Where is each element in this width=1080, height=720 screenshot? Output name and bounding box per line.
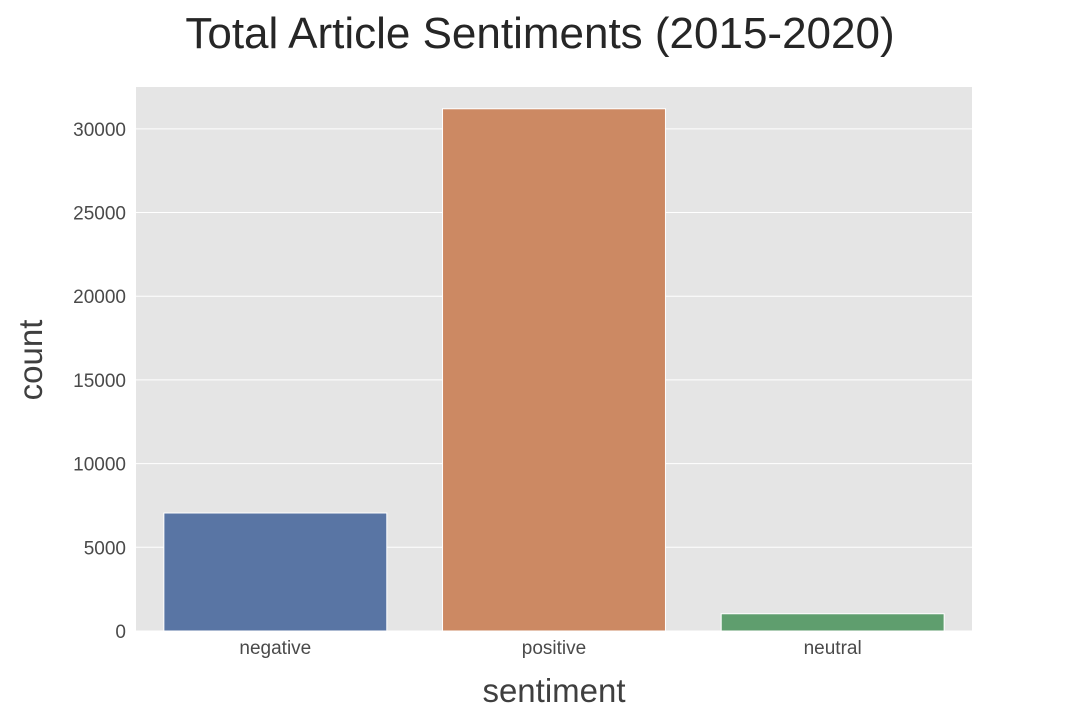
x-axis-label: sentiment xyxy=(482,672,625,709)
y-tick-label: 20000 xyxy=(73,287,126,308)
bar-positive xyxy=(443,109,666,631)
y-axis-label: count xyxy=(12,320,49,401)
y-tick-label: 30000 xyxy=(73,120,126,141)
y-tick-label: 5000 xyxy=(84,538,126,559)
x-tick-label-neutral: neutral xyxy=(804,638,862,659)
y-tick-label: 25000 xyxy=(73,204,126,225)
chart-title: Total Article Sentiments (2015-2020) xyxy=(185,9,894,58)
y-tick-labels: 0 5000 10000 15000 20000 25000 30000 xyxy=(73,120,126,643)
bar-neutral xyxy=(721,614,944,631)
y-tick-label: 10000 xyxy=(73,455,126,476)
x-tick-label-positive: positive xyxy=(522,638,586,659)
bar-negative xyxy=(164,513,387,631)
y-tick-label: 0 xyxy=(115,622,126,643)
x-tick-label-negative: negative xyxy=(239,638,311,659)
x-tick-labels: negative positive neutral xyxy=(239,638,861,659)
y-tick-label: 15000 xyxy=(73,371,126,392)
